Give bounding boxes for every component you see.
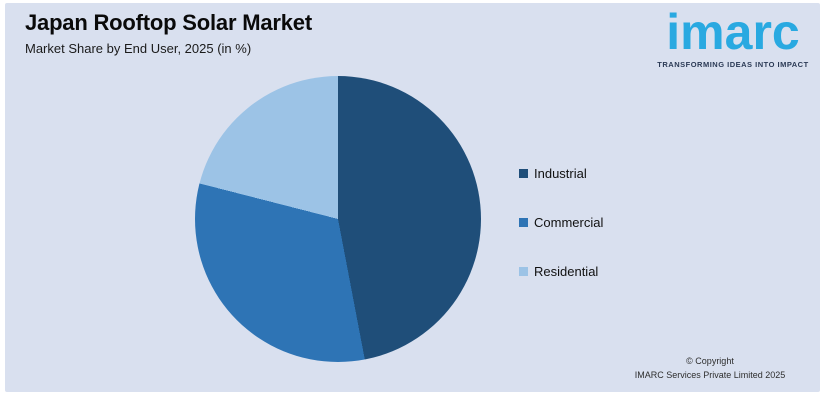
legend-item-commercial: Commercial bbox=[519, 214, 603, 230]
page-title: Japan Rooftop Solar Market bbox=[25, 10, 312, 35]
legend-swatch-industrial bbox=[519, 168, 528, 178]
imarc-logo-text: imarc bbox=[666, 4, 800, 60]
legend-swatch-commercial bbox=[519, 217, 528, 227]
copyright-line1: © Copyright bbox=[686, 356, 734, 366]
legend-item-residential: Residential bbox=[519, 263, 603, 279]
imarc-logo: imarc TRANSFORMING IDEAS INTO IMPACT bbox=[653, 6, 813, 69]
legend-label-industrial: Industrial bbox=[534, 165, 587, 181]
legend-label-commercial: Commercial bbox=[534, 214, 604, 230]
legend-item-industrial: Industrial bbox=[519, 165, 603, 181]
copyright-line2: IMARC Services Private Limited 2025 bbox=[634, 369, 786, 380]
chart-legend: Industrial Commercial Residential bbox=[519, 165, 603, 279]
legend-swatch-residential bbox=[519, 266, 528, 276]
imarc-logo-tagline: TRANSFORMING IDEAS INTO IMPACT bbox=[657, 59, 809, 69]
pie-chart bbox=[195, 76, 481, 362]
legend-label-residential: Residential bbox=[534, 263, 599, 279]
page-subtitle: Market Share by End User, 2025 (in %) bbox=[25, 41, 252, 56]
copyright-notice: © Copyright IMARC Services Private Limit… bbox=[610, 355, 810, 383]
